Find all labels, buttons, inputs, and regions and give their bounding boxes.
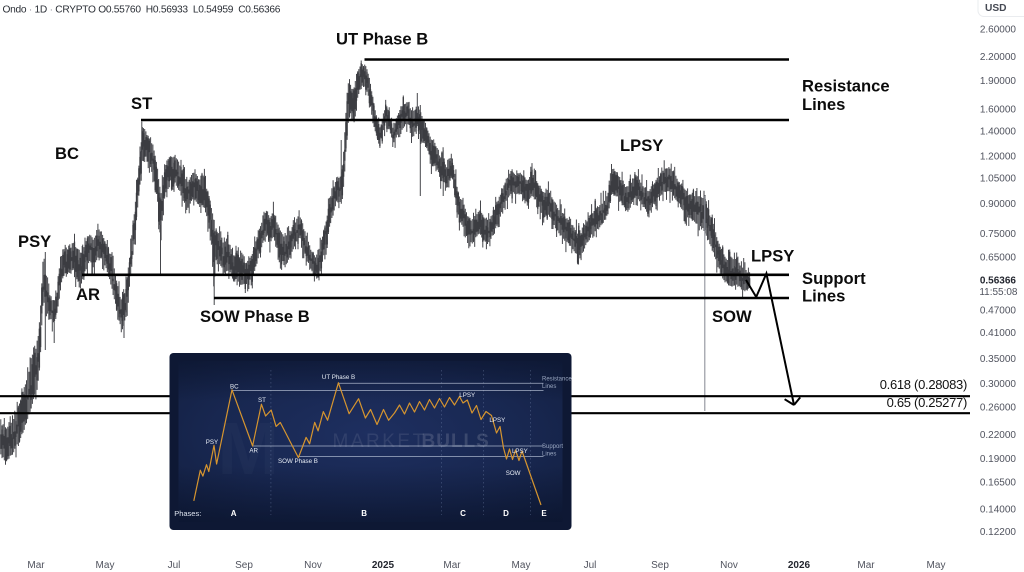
svg-text:A: A [231, 509, 237, 518]
svg-text:1.90000: 1.90000 [980, 76, 1017, 87]
svg-text:Sep: Sep [235, 560, 253, 571]
svg-text:E: E [541, 509, 547, 518]
svg-text:SOW: SOW [506, 470, 521, 477]
svg-text:Lines: Lines [542, 384, 556, 390]
svg-text:1.60000: 1.60000 [980, 104, 1017, 115]
svg-text:LPSY: LPSY [489, 417, 505, 424]
svg-text:0.65 (0.25277): 0.65 (0.25277) [887, 395, 967, 410]
svg-text:Resistance: Resistance [542, 377, 572, 383]
svg-text:0.75000: 0.75000 [980, 229, 1017, 240]
svg-text:1.05000: 1.05000 [980, 174, 1017, 185]
svg-text:Lines: Lines [802, 95, 845, 114]
svg-text:0.35000: 0.35000 [980, 354, 1017, 365]
svg-text:0.26000: 0.26000 [980, 403, 1017, 414]
svg-text:0.14000: 0.14000 [980, 504, 1017, 515]
svg-text:Ondo · 1D · CRYPTO O0.55760 H: Ondo · 1D · CRYPTO O0.55760 H0.56933 L0.… [3, 5, 281, 16]
svg-text:Nov: Nov [304, 560, 322, 571]
svg-text:B: B [361, 509, 367, 518]
svg-text:BULLS: BULLS [422, 431, 490, 452]
svg-text:2026: 2026 [788, 560, 811, 571]
svg-text:SOW Phase B: SOW Phase B [200, 307, 310, 326]
svg-text:1.20000: 1.20000 [980, 152, 1017, 163]
svg-text:May: May [96, 560, 115, 571]
svg-text:ST: ST [258, 397, 266, 404]
svg-text:0.30000: 0.30000 [980, 379, 1017, 390]
svg-text:BC: BC [230, 384, 239, 391]
svg-text:Phases:: Phases: [174, 509, 201, 518]
svg-text:Lines: Lines [802, 287, 845, 306]
svg-text:0.47000: 0.47000 [980, 306, 1017, 317]
svg-text:0.618 (0.28083): 0.618 (0.28083) [880, 377, 967, 392]
svg-text:Support: Support [802, 269, 866, 288]
svg-text:Support: Support [542, 444, 563, 450]
svg-text:May: May [512, 560, 531, 571]
svg-text:11:55:08: 11:55:08 [979, 287, 1018, 298]
svg-text:Lines: Lines [542, 452, 556, 458]
svg-text:ST: ST [131, 94, 152, 113]
svg-text:LPSY: LPSY [512, 448, 528, 455]
svg-text:MARKET: MARKET [333, 431, 427, 452]
svg-text:Mar: Mar [443, 560, 461, 571]
svg-text:PSY: PSY [206, 439, 218, 446]
svg-text:1.40000: 1.40000 [980, 126, 1017, 137]
svg-text:C: C [460, 509, 466, 518]
svg-text:0.12200: 0.12200 [980, 527, 1017, 538]
svg-text:Nov: Nov [720, 560, 738, 571]
svg-text:0.65000: 0.65000 [980, 252, 1017, 263]
svg-text:2025: 2025 [372, 560, 395, 571]
svg-text:Mar: Mar [857, 560, 875, 571]
svg-text:UT Phase B: UT Phase B [322, 374, 355, 381]
svg-text:SOW Phase B: SOW Phase B [278, 458, 318, 465]
svg-text:UT Phase B: UT Phase B [336, 30, 428, 49]
svg-text:M: M [218, 407, 280, 490]
svg-text:2.20000: 2.20000 [980, 52, 1017, 63]
svg-text:LPSY: LPSY [459, 392, 475, 399]
svg-text:BC: BC [55, 144, 79, 163]
svg-text:Jul: Jul [584, 560, 597, 571]
svg-text:AR: AR [249, 448, 258, 455]
svg-text:USD: USD [985, 3, 1007, 14]
svg-text:Mar: Mar [27, 560, 45, 571]
svg-text:0.19000: 0.19000 [980, 454, 1017, 465]
svg-text:LPSY: LPSY [620, 136, 663, 155]
svg-text:0.16500: 0.16500 [980, 477, 1017, 488]
svg-text:0.22000: 0.22000 [980, 430, 1017, 441]
svg-text:2.60000: 2.60000 [980, 25, 1017, 36]
svg-text:AR: AR [76, 285, 100, 304]
svg-text:LPSY: LPSY [751, 247, 794, 266]
svg-text:D: D [503, 509, 509, 518]
svg-text:Resistance: Resistance [802, 77, 890, 96]
svg-text:0.56366: 0.56366 [980, 276, 1017, 287]
svg-text:PSY: PSY [18, 232, 51, 251]
svg-text:0.41000: 0.41000 [980, 328, 1017, 339]
svg-text:0.90000: 0.90000 [980, 199, 1017, 210]
svg-text:Jul: Jul [168, 560, 181, 571]
svg-text:Sep: Sep [651, 560, 669, 571]
svg-text:May: May [927, 560, 946, 571]
svg-text:SOW: SOW [712, 307, 752, 326]
